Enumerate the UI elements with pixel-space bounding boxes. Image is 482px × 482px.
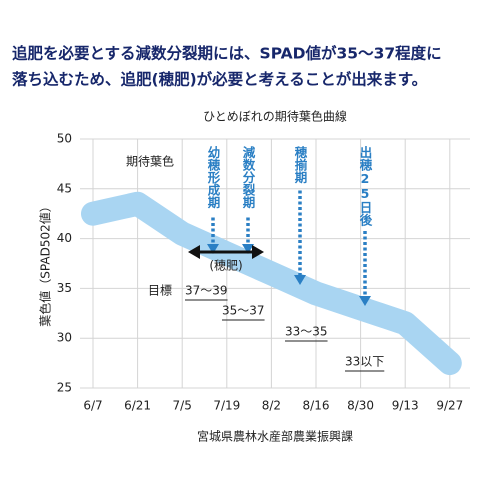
arrow-head bbox=[207, 244, 219, 254]
fertilizer-label: (穂肥) bbox=[209, 259, 242, 273]
stage-label: 穂揃期 bbox=[293, 145, 308, 184]
arrow-head bbox=[188, 245, 200, 259]
arrow-head bbox=[252, 245, 264, 259]
stage-label: 出穂25日後 bbox=[358, 145, 373, 227]
y-tick-label: 40 bbox=[57, 231, 72, 245]
stage-label: 幼穂形成期 bbox=[206, 145, 221, 209]
source: 宮城県農林水産部農業振興課 bbox=[197, 429, 353, 444]
y-tick-label: 50 bbox=[57, 132, 72, 146]
arrow-head bbox=[294, 275, 306, 285]
x-tick-label: 9/27 bbox=[436, 399, 463, 413]
x-tick-label: 9/13 bbox=[392, 399, 419, 413]
stage-label: 減数分裂期 bbox=[241, 145, 256, 209]
header-line: 落ち込むため、追肥(穂肥)が必要と考えることが出来ます。 bbox=[12, 70, 427, 89]
x-tick-label: 6/21 bbox=[124, 399, 151, 413]
arrow-head bbox=[242, 244, 254, 254]
target-range: 37〜39 bbox=[185, 284, 228, 298]
x-tick-label: 8/2 bbox=[262, 399, 281, 413]
chart-title: ひとめぼれの期待葉色曲線 bbox=[203, 109, 347, 124]
arrow-head bbox=[359, 296, 371, 306]
target-range: 33〜35 bbox=[285, 325, 328, 339]
y-tick-label: 25 bbox=[57, 381, 72, 395]
target-range: 33以下 bbox=[345, 355, 384, 369]
x-tick-label: 7/19 bbox=[213, 399, 240, 413]
header-line: 追肥を必要とする減数分裂期には、SPAD値が35〜37程度に bbox=[12, 44, 442, 63]
y-tick-label: 35 bbox=[57, 281, 72, 295]
target-range: 35〜37 bbox=[222, 304, 265, 318]
x-tick-label: 8/16 bbox=[303, 399, 330, 413]
y-tick-label: 30 bbox=[57, 331, 72, 345]
x-tick-label: 6/7 bbox=[83, 399, 102, 413]
expected-band bbox=[81, 191, 462, 376]
series-label: 期待葉色 bbox=[126, 155, 174, 169]
y-axis-label: 葉色値（SPAD502値） bbox=[38, 200, 53, 326]
x-tick-label: 8/30 bbox=[347, 399, 374, 413]
x-tick-label: 7/5 bbox=[173, 399, 192, 413]
target-label: 目標 bbox=[148, 284, 172, 298]
y-tick-label: 45 bbox=[57, 181, 72, 195]
